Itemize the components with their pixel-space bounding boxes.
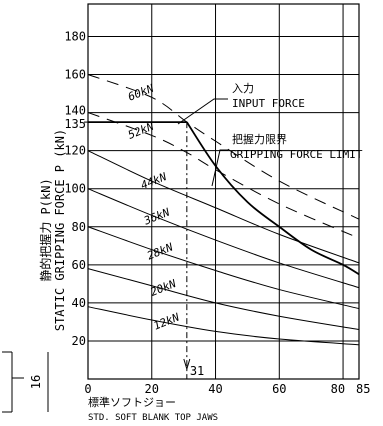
gripping-force-limit-curve [186,121,360,276]
y-tick-label: 40 [72,296,86,310]
input-force-label-jp: 入力 [232,82,254,95]
y-tick-label: 135 [64,117,86,131]
x-tick-label: 60 [272,382,286,396]
series-line-52kN-dashed [87,112,360,239]
series-line-36kN [87,188,360,289]
x-axis-label-en: STD. SOFT BLANK TOP JAWS [88,413,218,421]
y-tick-label: 140 [64,104,86,118]
y-tick-label: 100 [64,182,86,196]
dim-label-16: 16 [29,375,43,389]
series-line-12kN [87,306,360,346]
y-tick-label: 80 [72,220,86,234]
y-tick-label: 180 [64,29,86,43]
x31-label: 31 [190,364,204,378]
y-axis-label-jp: 静的把握力 P(kN) [38,178,53,281]
x-tick-label: 20 [145,382,159,396]
y-tick-label: 160 [64,68,86,82]
plot-frame [87,3,360,380]
series-group [87,74,360,346]
y-tick-label: 60 [72,258,86,272]
series-line-28kN [87,226,360,310]
series-label-20kN: 20kN [148,277,178,299]
x-tick-label: 80 [331,382,345,396]
y-tick-label: 120 [64,144,86,158]
y-axis-label-en: STATIC GRIPPING FORCE P (kN) [53,129,67,331]
limit-label-jp: 把握力限界 [232,132,287,146]
series-line-20kN [87,268,360,331]
x-tick-label: 85 [356,382,370,396]
series-line-44kN [87,150,360,264]
x31-arrow [183,358,191,371]
limit-label-en: GRIPPING FORCE LIMIT [230,148,363,161]
input-force-leader [177,98,228,125]
series-line-60kN-dashed [87,74,360,220]
x-tick-label: 0 [84,382,91,396]
series-label-12kN: 12kN [152,310,182,332]
x-tick-label: 40 [208,382,222,396]
series-label-36kN: 36kN [141,205,172,227]
grid [84,3,360,380]
input-force-label-en: INPUT FORCE [232,97,305,110]
limit-leader [211,149,228,187]
chart-frame: 16 静的把握力 P(kN) STATIC GRIPPING FORCE P (… [2,82,363,423]
y-tick-label: 20 [72,334,86,348]
x-axis-label-jp: 標準ソフトジョー [88,395,176,409]
series-label-28kN: 28kN [145,240,175,262]
